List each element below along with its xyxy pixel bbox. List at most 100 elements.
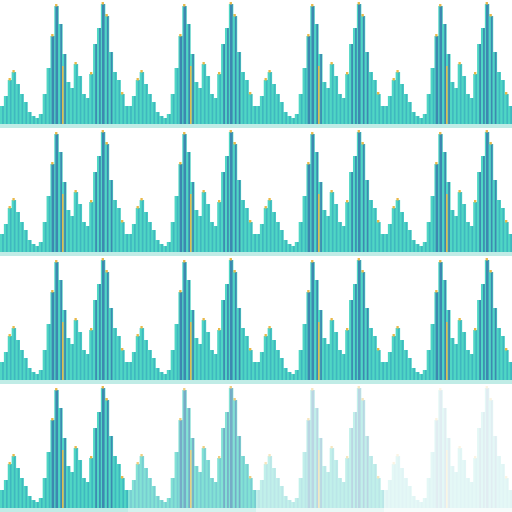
spectrum-bar (457, 448, 463, 508)
spectrum-bar-shade (192, 54, 194, 124)
spectrum-bar-shade (254, 234, 256, 252)
peak-mark (183, 262, 186, 380)
spectrum-bar-shade (99, 412, 101, 508)
peak-cap (217, 200, 221, 203)
spectrum-bar-shade (234, 144, 237, 252)
spectrum-bar (287, 500, 292, 508)
spectrum-bar-shade (188, 152, 191, 252)
spectrum-bar-shade (300, 222, 303, 252)
spectrum-sprite (256, 386, 384, 512)
spectrum-bar (418, 502, 424, 508)
peak-cap (489, 270, 492, 273)
spectrum-bar-shade (172, 222, 175, 252)
peak-cap (268, 326, 271, 329)
peak-cap (435, 418, 438, 421)
spectrum-bar-shade (126, 234, 128, 252)
spectrum-bar-shade (289, 372, 291, 380)
spectrum-bar-shade (362, 272, 365, 380)
spectrum-bar-shade (459, 448, 462, 508)
spectrum-bar (380, 362, 384, 380)
spectrum-bar-shade (99, 284, 101, 380)
spectrum-bar-shade (168, 114, 171, 124)
spectrum-bar (252, 362, 256, 380)
spectrum-sprite (128, 130, 256, 256)
spectrum-bar-shade (304, 452, 307, 508)
spectrum-bar-shade (114, 328, 117, 380)
spectrum-bar-shade (17, 468, 20, 508)
spectrum-bar-shade (29, 112, 32, 124)
peak-mark (307, 36, 310, 124)
spectrum-bar-shade (432, 324, 435, 380)
peak-mark (51, 36, 54, 124)
spectrum-bar-shade (277, 94, 280, 124)
spectrum-sprite (128, 386, 256, 512)
peak-cap (330, 446, 333, 449)
marker-line (318, 450, 320, 508)
spectrum-bar-shade (366, 52, 369, 124)
spectrum-bar-shade (17, 84, 20, 124)
peak-cap (101, 386, 104, 389)
spectrum-bar-shade (79, 76, 82, 124)
spectrum-bar-shade (227, 156, 229, 252)
peak-cap (233, 398, 236, 401)
peak-cap (233, 14, 236, 17)
spectrum-bar-shade (471, 98, 474, 124)
spectrum-bar (356, 388, 362, 508)
spectrum-bar-shade (130, 106, 132, 124)
spectrum-bar-shade (467, 94, 470, 124)
peak-cap (202, 318, 205, 321)
spectrum-bar-shade (386, 490, 388, 508)
peak-cap (136, 334, 139, 337)
spectrum-bar-shade (203, 448, 206, 508)
spectrum-bar-shade (374, 464, 377, 508)
peak-cap (435, 290, 438, 293)
spectrum-bar-shade (293, 246, 295, 252)
peak-cap (179, 418, 182, 421)
spectrum-bar-shade (165, 246, 167, 252)
spectrum-bar-shade (203, 64, 206, 124)
spectrum-bar-shade (211, 94, 214, 124)
spectrum-bar-shade (265, 464, 268, 508)
spectrum-bar-shade (95, 44, 97, 124)
spectrum-bar-shade (459, 192, 462, 252)
spectrum-bar (434, 420, 439, 508)
marker-line (446, 194, 448, 252)
spectrum-bar-shade (382, 490, 384, 508)
peak-cap (202, 190, 205, 193)
sprite-frame (0, 384, 128, 512)
spectrum-bar-shade (393, 80, 396, 124)
base-glow (128, 122, 256, 128)
spectrum-bar-shade (157, 112, 160, 124)
spectrum-bar-shade (207, 332, 210, 380)
spectrum-bar-shade (390, 96, 392, 124)
peak-cap (105, 14, 108, 17)
spectrum-bar-shade (87, 354, 90, 380)
spectrum-bar-shade (459, 64, 462, 124)
spectrum-bar-shade (110, 436, 113, 508)
spectrum-bar-shade (475, 74, 478, 124)
sprite-frame (384, 128, 512, 256)
spectrum-bar-shade (331, 448, 334, 508)
spectrum-bar (461, 460, 467, 508)
spectrum-bar-shade (506, 222, 509, 252)
spectrum-bar-shade (75, 448, 78, 508)
spectrum-bar-shade (122, 350, 125, 380)
spectrum-bar-shade (258, 106, 260, 124)
spectrum-bar-shade (281, 358, 284, 380)
peak-cap (439, 4, 442, 7)
spectrum-bar-shade (165, 502, 167, 508)
spectrum-bar (384, 490, 389, 508)
spectrum-bar-shade (130, 234, 132, 252)
peak-cap (55, 4, 58, 7)
spectrum-bar-shade (176, 68, 179, 124)
base-glow (0, 122, 128, 128)
spectrum-bar-shade (48, 452, 51, 508)
peak-mark (179, 36, 182, 124)
spectrum-bar-shade (475, 330, 478, 380)
spectrum-bar-shade (463, 204, 466, 252)
peak-mark (486, 388, 488, 508)
peak-cap (505, 348, 508, 351)
marker-line (446, 322, 448, 380)
peak-cap (377, 92, 380, 95)
spectrum-bar-shade (409, 358, 412, 380)
